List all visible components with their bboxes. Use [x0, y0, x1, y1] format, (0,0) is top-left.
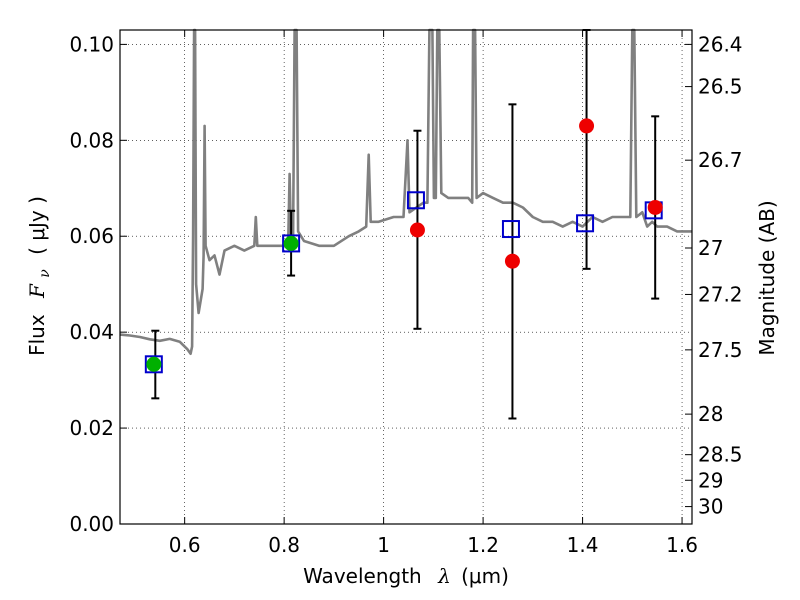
x-tick-label: 1.6: [666, 533, 698, 557]
square-markers-layer: [144, 191, 663, 374]
magnitude-tick-label: 26.4: [698, 32, 743, 56]
x-tick-label: 1: [377, 533, 390, 557]
magnitude-tick-label: 27.2: [698, 282, 743, 306]
y-tick-label: 0.04: [69, 320, 114, 344]
model-square-marker: [406, 191, 425, 210]
x-axis-title-symbol: λ: [437, 564, 451, 588]
x-axis-ticks: 0.6 0.8 1 1.2 1.4 1.6: [169, 30, 698, 557]
y-tick-label: 0.08: [69, 128, 114, 152]
red-dot-marker: [579, 118, 595, 134]
magnitude-tick-label: 26.7: [698, 148, 743, 172]
x-axis-title-prefix: Wavelength: [303, 564, 422, 588]
y-axis-title-subscript: ν: [37, 269, 53, 278]
x-axis-title-unit: (μm): [461, 564, 509, 588]
magnitude-tick-label: 30: [698, 495, 723, 519]
spectrum-line: [119, 28, 692, 355]
y-axis-title-prefix: Flux: [25, 314, 49, 356]
red-dot-marker: [409, 222, 425, 238]
magnitude-axis-title: Magnitude (AB): [755, 200, 779, 355]
magnitude-tick-label: 28.5: [698, 443, 743, 467]
y-tick-label: 0.02: [69, 416, 114, 440]
model-square-marker: [282, 234, 301, 253]
dot-markers-layer: [146, 118, 663, 372]
y-axis-ticks: 0.00 0.02 0.04 0.06 0.08 0.10: [69, 32, 127, 536]
y-axis-title-symbol: F: [25, 283, 49, 299]
model-square-marker: [576, 214, 595, 233]
red-dot-marker: [504, 253, 520, 269]
magnitude-tick-label: 28: [698, 402, 723, 426]
magnitude-axis-ticks: 26.4 26.5 26.7 27 27.2 27.5 28 28.529 30: [685, 32, 743, 519]
y-tick-label: 0.00: [69, 512, 114, 536]
magnitude-tick-label: 27.5: [698, 338, 743, 362]
x-tick-label: 1.4: [567, 533, 599, 557]
x-tick-label: 0.6: [169, 533, 201, 557]
spectrum-layer: [119, 28, 692, 355]
y-tick-label: 0.10: [69, 32, 114, 56]
y-tick-label: 0.06: [69, 224, 114, 248]
green-dot-marker: [283, 235, 299, 251]
y-axis-title: Flux F ν ( μJy ): [25, 196, 54, 356]
x-axis-title: Wavelength λ (μm): [303, 564, 509, 588]
magnitude-tick-label: 27: [698, 236, 723, 260]
x-tick-label: 1.2: [467, 533, 499, 557]
green-dot-marker: [146, 356, 162, 372]
plot-frame: [119, 29, 693, 525]
model-square-marker: [501, 220, 520, 239]
model-square-marker: [144, 355, 163, 374]
y-axis-title-unit: ( μJy ): [25, 196, 49, 255]
x-tick-label: 0.8: [268, 533, 300, 557]
red-dot-marker: [647, 199, 663, 215]
magnitude-tick-label: 29: [698, 468, 723, 492]
magnitude-tick-label: 26.5: [698, 75, 743, 99]
